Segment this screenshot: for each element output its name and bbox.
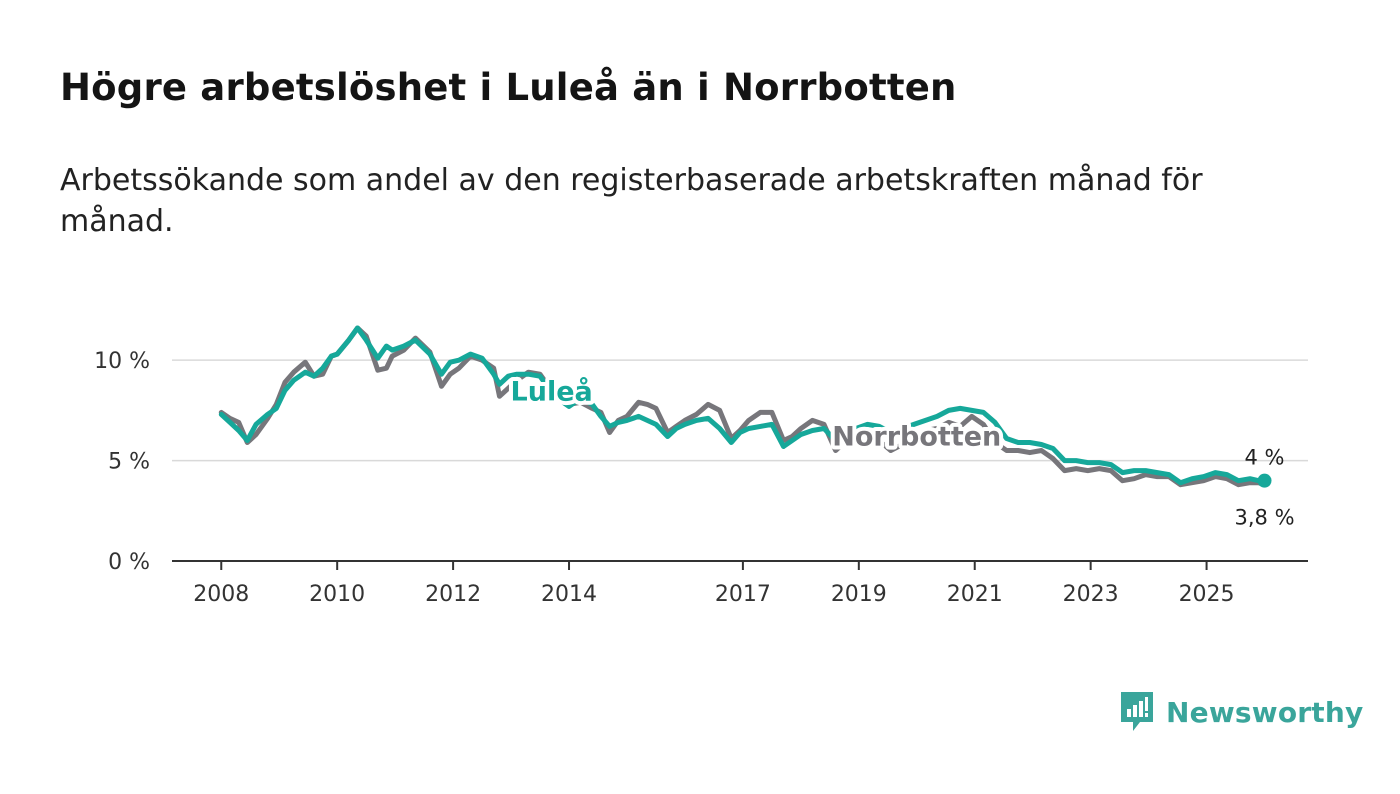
x-tick-label: 2010 — [309, 582, 365, 607]
chart-subtitle: Arbetssökande som andel av den registerb… — [60, 163, 1203, 239]
x-axis: 2008 2010 2012 2014 2017 2019 2021 2023 2025 — [172, 560, 1308, 607]
x-tick-label: 2019 — [831, 582, 887, 607]
brand-name: Newsworthy — [1166, 695, 1364, 729]
chart-title: Högre arbetslöshet i Luleå än i Norrbott… — [60, 66, 957, 109]
series-end-point — [1257, 473, 1272, 488]
series-label-luleå: Luleå — [511, 375, 593, 407]
y-tick-label: 5 % — [108, 450, 150, 475]
series-label-norrbotten: Norrbotten — [832, 421, 1001, 452]
x-tick-label: 2014 — [541, 582, 597, 607]
x-tick-label: 2021 — [947, 582, 1003, 607]
x-tick-label: 2025 — [1179, 582, 1235, 607]
end-value-lulea: 4 % — [1245, 446, 1285, 470]
y-tick-label: 0 % — [108, 550, 150, 575]
y-tick-label: 10 % — [94, 349, 150, 374]
end-value-norrbotten: 3,8 % — [1235, 506, 1295, 530]
series-line-luleå — [218, 325, 1267, 486]
x-tick-label: 2017 — [715, 582, 771, 607]
y-axis-labels: 0 % 5 % 10 % — [94, 349, 150, 575]
gridlines — [172, 359, 1308, 462]
series-lines — [218, 325, 1272, 488]
series-line-norrbotten — [218, 325, 1267, 488]
brand-logo: Newsworthy — [1118, 689, 1363, 735]
x-tick-label: 2008 — [193, 582, 249, 607]
x-tick-label: 2023 — [1063, 582, 1119, 607]
x-tick-label: 2012 — [425, 582, 481, 607]
newsworthy-logo-icon — [1121, 692, 1153, 731]
inline-labels: 4 % 3,8 % Luleå Norrbotten — [507, 371, 1295, 530]
